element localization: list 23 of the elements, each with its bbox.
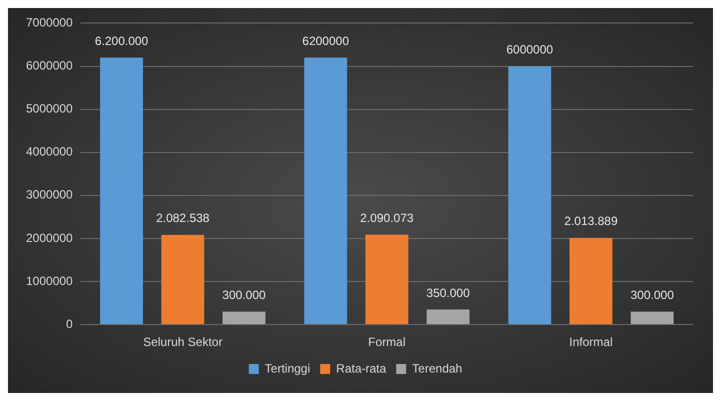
y-tick-label: 4000000 bbox=[26, 144, 74, 159]
data-label: 6.200.000 bbox=[94, 34, 149, 48]
data-label: 350.000 bbox=[426, 286, 470, 300]
data-label: 2.013.889 bbox=[564, 214, 618, 228]
legend-label: Terendah bbox=[412, 361, 462, 376]
data-label: 300.000 bbox=[630, 288, 674, 302]
legend-label: Tertinggi bbox=[264, 361, 310, 376]
y-tick-label: 1000000 bbox=[26, 274, 74, 288]
data-label: 2.090.073 bbox=[360, 210, 414, 225]
x-tick-label: Informal bbox=[569, 335, 613, 350]
data-label: 6000000 bbox=[506, 42, 554, 57]
x-tick-label: Formal bbox=[368, 335, 406, 350]
y-tick-label: 6000000 bbox=[26, 58, 74, 73]
x-tick-label: Seluruh Sektor bbox=[143, 335, 222, 350]
legend-label: Rata-rata bbox=[336, 361, 386, 376]
y-tick-label: 0 bbox=[66, 316, 74, 331]
y-tick-label: 3000000 bbox=[26, 188, 74, 202]
y-tick-label: 5000000 bbox=[26, 102, 74, 116]
data-label: 2.082.538 bbox=[156, 211, 210, 226]
y-tick-label: 7000000 bbox=[26, 16, 74, 30]
y-tick-label: 2000000 bbox=[26, 230, 74, 245]
data-label: 300.000 bbox=[222, 288, 266, 302]
data-label: 6200000 bbox=[302, 34, 350, 48]
